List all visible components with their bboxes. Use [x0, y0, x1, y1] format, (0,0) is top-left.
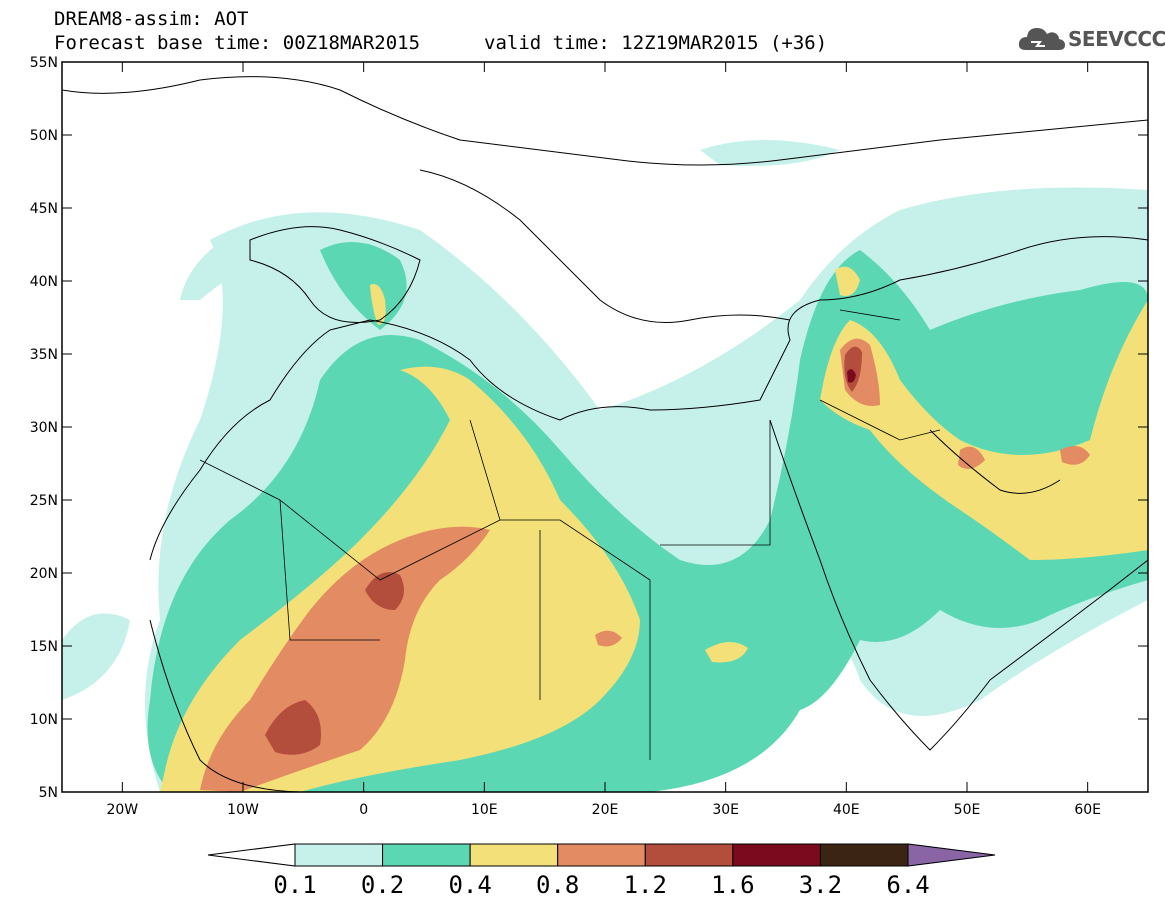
colorbar-segment [557, 843, 646, 867]
colorbar-label: 3.2 [799, 871, 842, 899]
colorbar-label: 0.2 [361, 871, 404, 899]
colorbar-label: 0.4 [448, 871, 491, 899]
country-borders [199, 309, 941, 760]
colorbar-segment [382, 843, 471, 867]
aot-band-0.1 [700, 140, 840, 166]
latitude-axis: 55N 50N 45N 40N 35N 30N 25N 20N 15N 10N 5N [30, 55, 1148, 801]
aot-band-0.4 [705, 641, 748, 663]
colorbar-label: 6.4 [886, 871, 929, 899]
colorbar-segment [644, 843, 734, 867]
aot-band-0.8 [958, 446, 985, 469]
lat-tick-label: 30N [30, 420, 58, 436]
colorbar-segment [732, 843, 821, 867]
colorbar-label: 0.8 [536, 871, 579, 899]
aot-band-0.4 [835, 266, 860, 296]
lat-tick-label: 20N [30, 566, 58, 582]
colorbar-label: 0.1 [273, 871, 316, 899]
lon-tick-label: 20W [106, 802, 138, 818]
colorbar-label: 1.2 [624, 871, 667, 899]
colorbar-high-arrow [907, 843, 996, 867]
lat-tick-label: 35N [30, 347, 58, 363]
logo-label: SEEVCCC [1068, 27, 1165, 51]
lat-tick-label: 50N [30, 128, 58, 144]
lon-tick-label: 40E [833, 802, 860, 818]
colorbar: 0.1 0.2 0.4 0.8 1.2 1.6 3.2 6.4 [207, 843, 996, 899]
lat-tick-label: 45N [30, 201, 58, 217]
aot-band-1.6 [847, 369, 856, 383]
lat-tick-label: 10N [30, 712, 58, 728]
aot-band-1.2 [265, 700, 321, 755]
lon-tick-label: 50E [954, 802, 981, 818]
aot-band-0.1 [180, 216, 330, 300]
aot-band-0.1 [62, 613, 130, 700]
cloud-icon [1018, 28, 1065, 50]
lat-tick-label: 25N [30, 493, 58, 509]
aot-band-0.8 [1060, 446, 1090, 465]
forecast-base-time: Forecast base time: 00Z18MAR2015 [54, 32, 421, 54]
longitude-axis: 20W 10W 0 10E 20E 30E 40E 50E 60E [106, 62, 1101, 818]
aot-band-0.4 [820, 300, 1148, 560]
colorbar-segment [469, 843, 559, 867]
aot-field [62, 76, 1148, 792]
lat-tick-label: 5N [39, 785, 58, 801]
colorbar-low-arrow [207, 843, 296, 867]
aot-band-1.2 [365, 572, 404, 610]
lat-tick-label: 40N [30, 274, 58, 290]
lon-tick-label: 30E [712, 802, 739, 818]
colorbar-label: 1.6 [711, 871, 754, 899]
lon-tick-label: 10E [471, 802, 498, 818]
map-title: DREAM8-assim: AOT [54, 8, 249, 30]
aot-band-0.4 [370, 284, 386, 325]
colorbar-segment [819, 843, 909, 867]
coastlines [62, 76, 1148, 792]
lon-tick-label: 60E [1074, 802, 1101, 818]
lon-tick-label: 10W [227, 802, 259, 818]
aot-band-0.8 [595, 630, 622, 647]
lon-tick-label: 20E [592, 802, 619, 818]
lat-tick-label: 15N [30, 639, 58, 655]
seevccc-logo: SEEVCCC [1018, 22, 1165, 56]
colorbar-segment [294, 843, 384, 867]
lon-tick-label: 0 [359, 802, 368, 818]
lat-tick-label: 55N [30, 55, 58, 71]
valid-time: valid time: 12Z19MAR2015 (+36) [484, 32, 828, 54]
